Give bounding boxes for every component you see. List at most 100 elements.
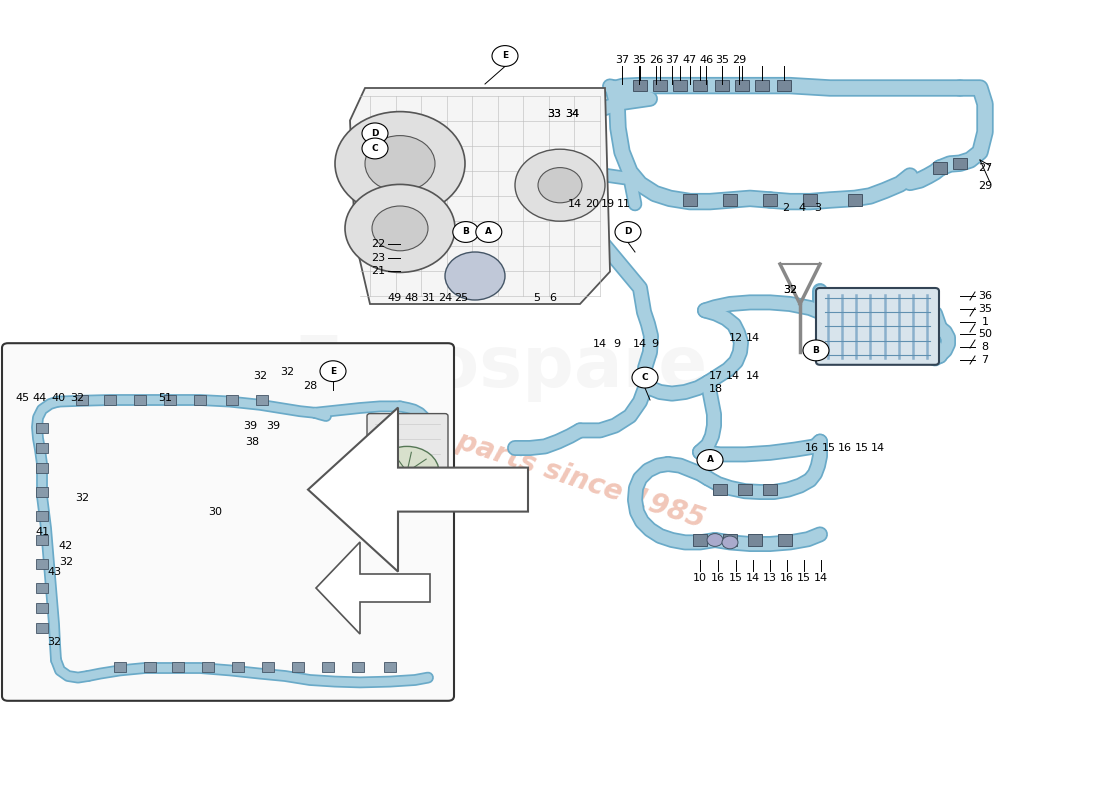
Text: 40: 40 bbox=[51, 394, 65, 403]
Bar bbox=[292, 662, 304, 672]
Circle shape bbox=[697, 450, 723, 470]
Text: 14: 14 bbox=[871, 443, 886, 453]
Bar bbox=[723, 194, 737, 206]
Text: 51: 51 bbox=[158, 394, 172, 403]
Text: 21: 21 bbox=[371, 266, 385, 276]
Text: 36: 36 bbox=[978, 291, 992, 301]
Text: 14: 14 bbox=[814, 573, 828, 582]
Bar bbox=[723, 534, 737, 546]
Text: D: D bbox=[372, 129, 378, 138]
Text: 42: 42 bbox=[59, 541, 73, 550]
Bar bbox=[748, 534, 762, 546]
Bar bbox=[715, 80, 729, 91]
Bar bbox=[194, 395, 206, 405]
Text: 46: 46 bbox=[698, 55, 713, 65]
Text: 9: 9 bbox=[614, 339, 620, 349]
Bar bbox=[738, 484, 752, 495]
Circle shape bbox=[362, 123, 388, 144]
Text: 41: 41 bbox=[35, 527, 50, 537]
Text: 16: 16 bbox=[711, 573, 725, 582]
Bar bbox=[114, 662, 126, 672]
Bar bbox=[735, 80, 749, 91]
Text: 6: 6 bbox=[550, 293, 557, 302]
Text: 37: 37 bbox=[664, 55, 679, 65]
Text: 26: 26 bbox=[649, 55, 663, 65]
Text: Eurospare: Eurospare bbox=[293, 334, 707, 402]
Bar bbox=[172, 662, 184, 672]
Circle shape bbox=[362, 138, 388, 159]
Text: 38: 38 bbox=[245, 437, 260, 446]
Text: 30: 30 bbox=[208, 507, 222, 517]
Bar bbox=[848, 194, 862, 206]
Text: 14: 14 bbox=[632, 339, 647, 349]
Bar bbox=[164, 395, 176, 405]
Text: 39: 39 bbox=[266, 421, 280, 430]
Text: 15: 15 bbox=[798, 573, 811, 582]
Text: 4: 4 bbox=[799, 203, 805, 213]
Text: 9: 9 bbox=[651, 339, 659, 349]
Bar bbox=[777, 80, 791, 91]
Circle shape bbox=[722, 536, 738, 549]
Circle shape bbox=[365, 135, 435, 192]
Circle shape bbox=[336, 111, 465, 215]
Text: 45: 45 bbox=[15, 394, 29, 403]
Text: 34: 34 bbox=[565, 109, 579, 118]
Bar bbox=[673, 80, 688, 91]
Text: 16: 16 bbox=[780, 573, 794, 582]
Bar bbox=[755, 80, 769, 91]
Bar bbox=[36, 463, 48, 473]
Polygon shape bbox=[308, 407, 528, 571]
Text: 1: 1 bbox=[981, 317, 989, 326]
Bar bbox=[36, 487, 48, 497]
Circle shape bbox=[538, 167, 582, 203]
Bar bbox=[76, 395, 88, 405]
Text: 32: 32 bbox=[783, 285, 798, 294]
Text: 27: 27 bbox=[978, 163, 992, 173]
Text: 33: 33 bbox=[547, 109, 561, 118]
Bar bbox=[232, 662, 244, 672]
Circle shape bbox=[615, 222, 641, 242]
Bar bbox=[256, 395, 268, 405]
Bar bbox=[322, 662, 334, 672]
Circle shape bbox=[632, 367, 658, 388]
Text: 11: 11 bbox=[617, 199, 631, 209]
FancyBboxPatch shape bbox=[367, 414, 448, 510]
Circle shape bbox=[476, 222, 502, 242]
Text: 10: 10 bbox=[693, 573, 707, 582]
Bar bbox=[693, 80, 707, 91]
Bar bbox=[763, 194, 777, 206]
Text: B: B bbox=[462, 227, 470, 237]
Text: 13: 13 bbox=[763, 573, 777, 582]
Bar bbox=[352, 662, 364, 672]
Bar bbox=[36, 603, 48, 613]
Text: A: A bbox=[485, 227, 493, 237]
Text: 33: 33 bbox=[547, 109, 561, 118]
Text: 35: 35 bbox=[715, 55, 729, 65]
Text: a passion for parts since 1985: a passion for parts since 1985 bbox=[251, 362, 708, 534]
Bar bbox=[953, 158, 967, 169]
Text: 14: 14 bbox=[746, 573, 760, 582]
Text: 31: 31 bbox=[421, 293, 434, 302]
Text: 18: 18 bbox=[708, 384, 723, 394]
Text: 5: 5 bbox=[534, 293, 540, 302]
Text: 39: 39 bbox=[243, 421, 257, 430]
Bar bbox=[36, 623, 48, 633]
Text: B: B bbox=[813, 346, 820, 355]
Text: 29: 29 bbox=[978, 181, 992, 190]
Bar bbox=[384, 662, 396, 672]
Text: 32: 32 bbox=[783, 285, 798, 294]
Text: 32: 32 bbox=[59, 557, 73, 566]
Bar bbox=[693, 534, 707, 546]
Circle shape bbox=[446, 252, 505, 300]
Bar bbox=[104, 395, 116, 405]
Bar bbox=[262, 662, 274, 672]
Bar bbox=[36, 583, 48, 593]
Text: 22: 22 bbox=[371, 239, 385, 249]
Polygon shape bbox=[350, 88, 610, 304]
Text: 49: 49 bbox=[388, 293, 403, 302]
Text: 34: 34 bbox=[565, 109, 579, 118]
Bar bbox=[36, 511, 48, 521]
Text: 15: 15 bbox=[855, 443, 869, 453]
Bar bbox=[36, 559, 48, 569]
Text: 23: 23 bbox=[371, 253, 385, 262]
